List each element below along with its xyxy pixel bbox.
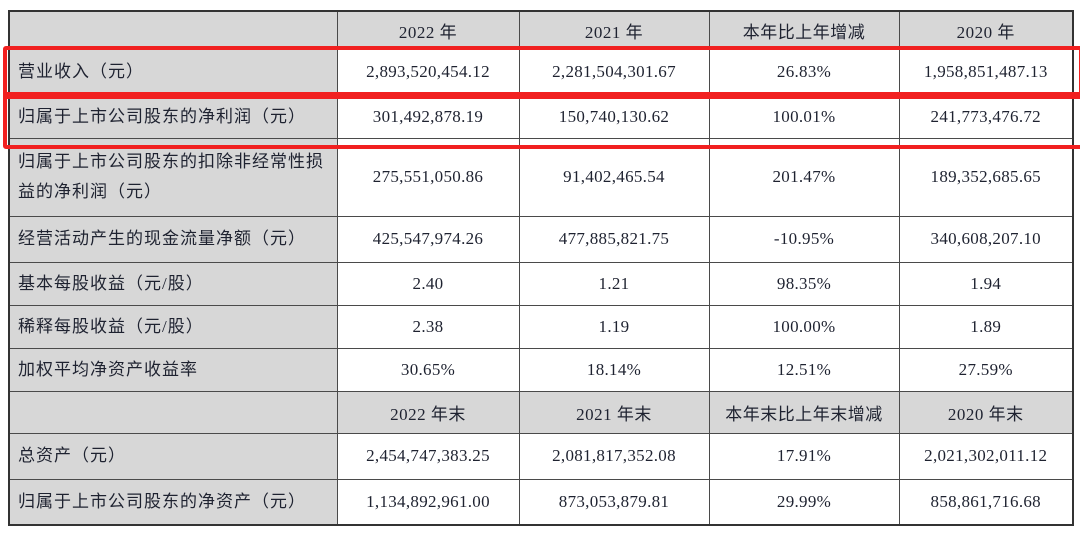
net-assets-2021: 873,053,879.81 [518, 478, 710, 526]
table-header-annual: 2022 年 2021 年 本年比上年增减 2020 年 [8, 10, 1074, 50]
row-label-total-assets: 总资产（元） [8, 432, 338, 480]
col-header-2022-end: 2022 年末 [336, 390, 520, 434]
basic-eps-2022: 2.40 [336, 261, 520, 306]
table-row-weighted-avg-roe: 加权平均净资产收益率 30.65% 18.14% 12.51% 27.59% [8, 347, 1074, 392]
diluted-eps-2022: 2.38 [336, 304, 520, 349]
row-label-net-assets: 归属于上市公司股东的净资产（元） [8, 478, 338, 526]
operating-cash-flow-change: -10.95% [708, 215, 900, 263]
table-row-deducted-net-profit: 归属于上市公司股东的扣除非经常性损益的净利润（元） 275,551,050.86… [8, 137, 1074, 217]
total-assets-2022: 2,454,747,383.25 [336, 432, 520, 480]
col-header-yearend-change: 本年末比上年末增减 [708, 390, 900, 434]
revenue-change: 26.83% [708, 48, 900, 96]
weighted-avg-roe-2020: 27.59% [898, 347, 1074, 392]
col-header-2021: 2021 年 [518, 10, 710, 50]
net-assets-2020: 858,861,716.68 [898, 478, 1074, 526]
diluted-eps-2021: 1.19 [518, 304, 710, 349]
total-assets-2021: 2,081,817,352.08 [518, 432, 710, 480]
net-profit-2022: 301,492,878.19 [336, 94, 520, 139]
row-label-net-profit: 归属于上市公司股东的净利润（元） [8, 94, 338, 139]
deducted-net-profit-2021: 91,402,465.54 [518, 137, 710, 217]
net-assets-2022: 1,134,892,961.00 [336, 478, 520, 526]
deducted-net-profit-change: 201.47% [708, 137, 900, 217]
weighted-avg-roe-2022: 30.65% [336, 347, 520, 392]
table-row-basic-eps: 基本每股收益（元/股） 2.40 1.21 98.35% 1.94 [8, 261, 1074, 306]
weighted-avg-roe-change: 12.51% [708, 347, 900, 392]
table-row-net-profit: 归属于上市公司股东的净利润（元） 301,492,878.19 150,740,… [8, 94, 1074, 139]
operating-cash-flow-2022: 425,547,974.26 [336, 215, 520, 263]
row-label-weighted-avg-roe: 加权平均净资产收益率 [8, 347, 338, 392]
weighted-avg-roe-2021: 18.14% [518, 347, 710, 392]
table-row-operating-cash-flow: 经营活动产生的现金流量净额（元） 425,547,974.26 477,885,… [8, 215, 1074, 263]
row-label-basic-eps: 基本每股收益（元/股） [8, 261, 338, 306]
basic-eps-2021: 1.21 [518, 261, 710, 306]
table-row-net-assets: 归属于上市公司股东的净资产（元） 1,134,892,961.00 873,05… [8, 478, 1074, 526]
diluted-eps-2020: 1.89 [898, 304, 1074, 349]
table-row-total-assets: 总资产（元） 2,454,747,383.25 2,081,817,352.08… [8, 432, 1074, 480]
basic-eps-change: 98.35% [708, 261, 900, 306]
net-profit-change: 100.01% [708, 94, 900, 139]
deducted-net-profit-2022: 275,551,050.86 [336, 137, 520, 217]
row-label-revenue: 营业收入（元） [8, 48, 338, 96]
basic-eps-2020: 1.94 [898, 261, 1074, 306]
diluted-eps-change: 100.00% [708, 304, 900, 349]
net-profit-2021: 150,740,130.62 [518, 94, 710, 139]
corner-cell [8, 10, 338, 50]
row-label-deducted-net-profit: 归属于上市公司股东的扣除非经常性损益的净利润（元） [8, 137, 338, 217]
table-header-yearend: 2022 年末 2021 年末 本年末比上年末增减 2020 年末 [8, 390, 1074, 434]
col-header-2020: 2020 年 [898, 10, 1074, 50]
revenue-2021: 2,281,504,301.67 [518, 48, 710, 96]
table-row-diluted-eps: 稀释每股收益（元/股） 2.38 1.19 100.00% 1.89 [8, 304, 1074, 349]
col-header-2022: 2022 年 [336, 10, 520, 50]
revenue-2020: 1,958,851,487.13 [898, 48, 1074, 96]
total-assets-change: 17.91% [708, 432, 900, 480]
key-financials-table: 2022 年 2021 年 本年比上年增减 2020 年 营业收入（元） 2,8… [8, 10, 1074, 526]
operating-cash-flow-2021: 477,885,821.75 [518, 215, 710, 263]
total-assets-2020: 2,021,302,011.12 [898, 432, 1074, 480]
corner-cell-yearend [8, 390, 338, 434]
deducted-net-profit-2020: 189,352,685.65 [898, 137, 1074, 217]
row-label-diluted-eps: 稀释每股收益（元/股） [8, 304, 338, 349]
net-assets-change: 29.99% [708, 478, 900, 526]
table-row-revenue: 营业收入（元） 2,893,520,454.12 2,281,504,301.6… [8, 48, 1074, 96]
operating-cash-flow-2020: 340,608,207.10 [898, 215, 1074, 263]
net-profit-2020: 241,773,476.72 [898, 94, 1074, 139]
col-header-2020-end: 2020 年末 [898, 390, 1074, 434]
col-header-yoy-change: 本年比上年增减 [708, 10, 900, 50]
col-header-2021-end: 2021 年末 [518, 390, 710, 434]
row-label-operating-cash-flow: 经营活动产生的现金流量净额（元） [8, 215, 338, 263]
revenue-2022: 2,893,520,454.12 [336, 48, 520, 96]
